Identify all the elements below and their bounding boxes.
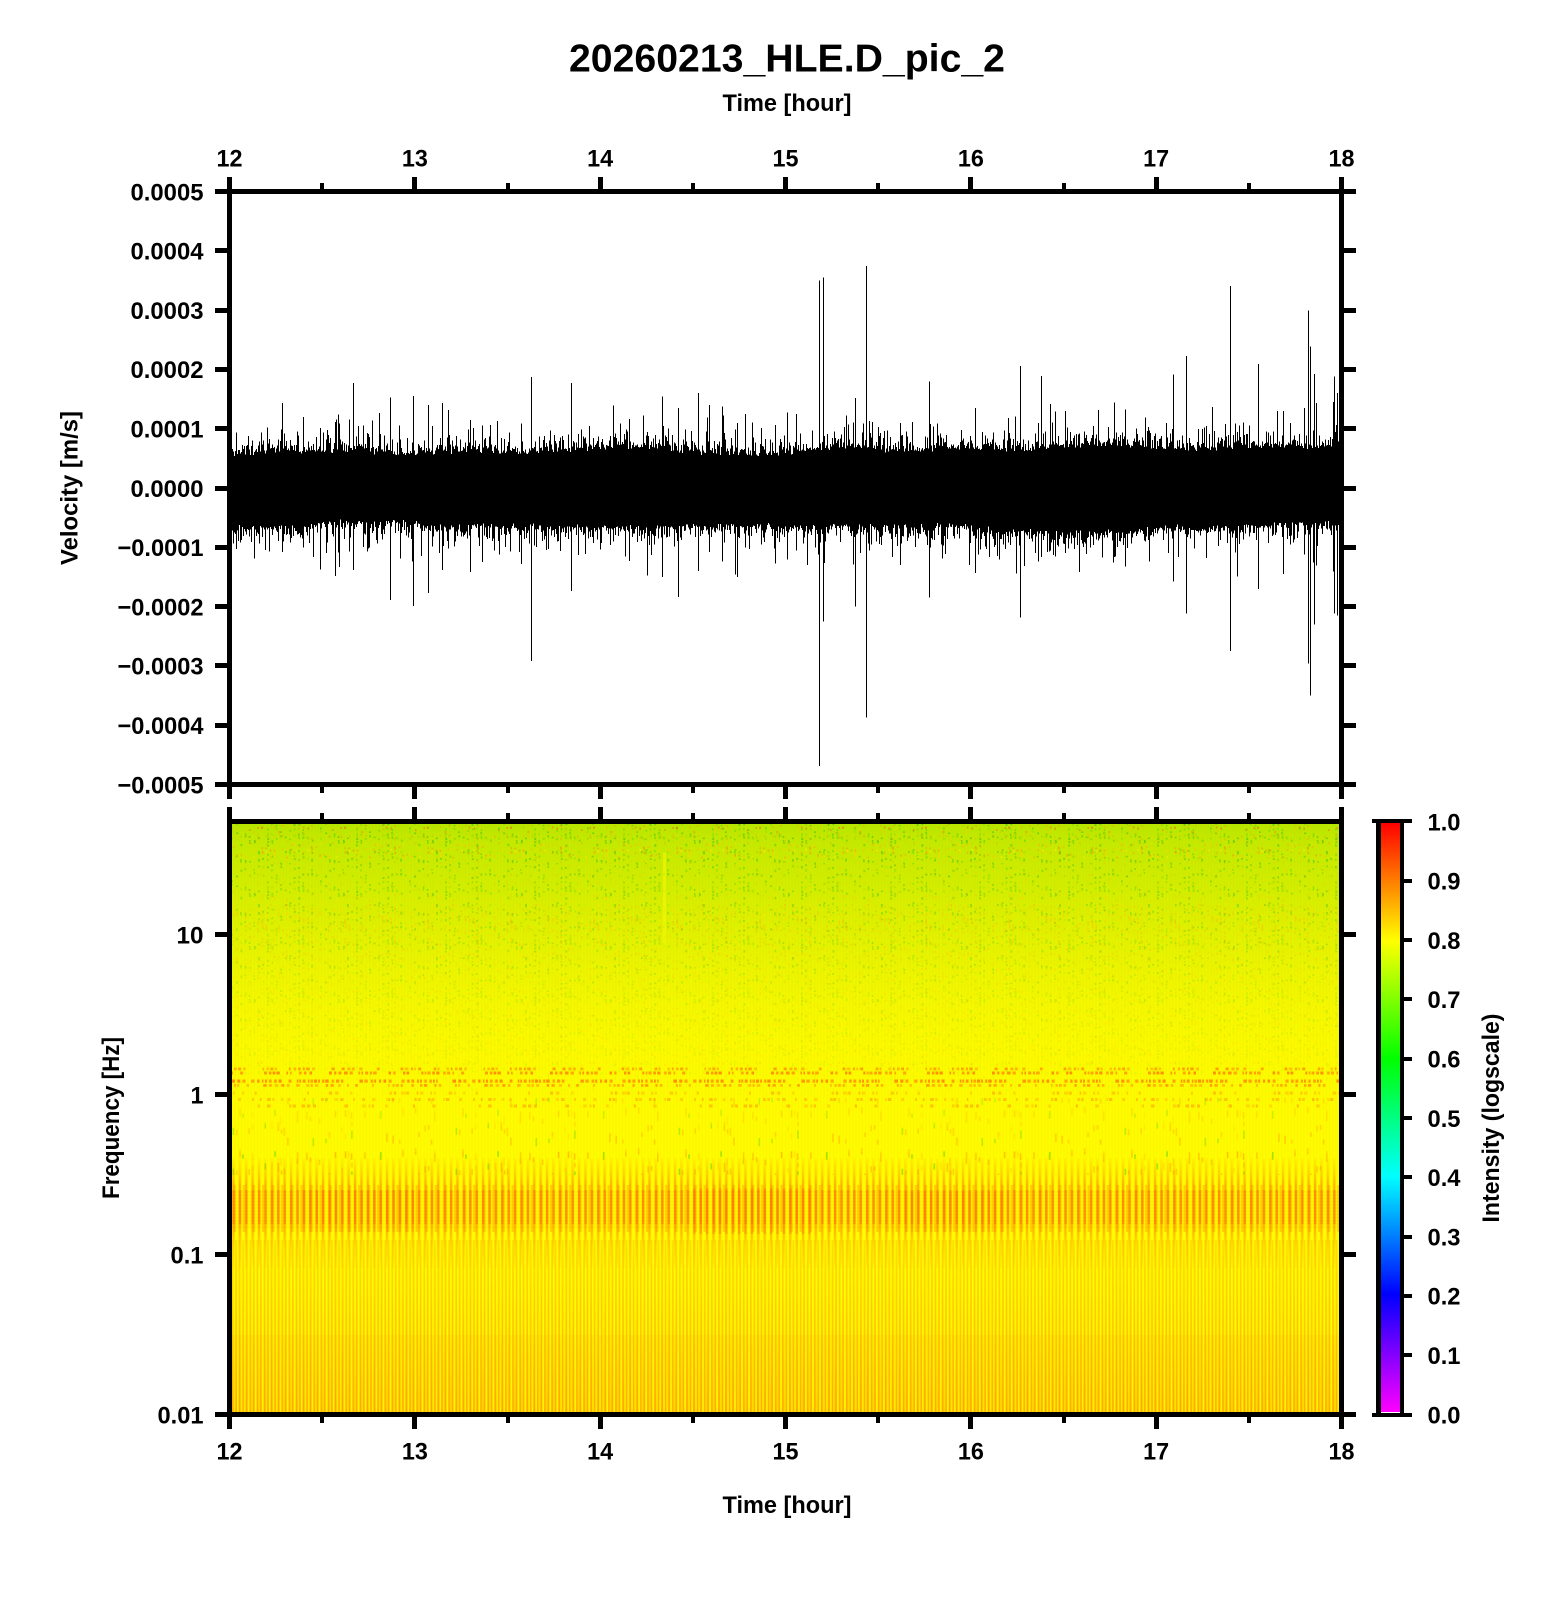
svg-text:13: 13 [402,1439,428,1466]
svg-text:1: 1 [191,1082,204,1109]
svg-text:0.7: 0.7 [1428,987,1461,1014]
svg-text:0.2: 0.2 [1428,1284,1461,1311]
svg-text:Velocity [m/s]: Velocity [m/s] [57,411,84,565]
svg-text:0.0003: 0.0003 [131,298,204,325]
svg-text:0.0002: 0.0002 [131,357,204,384]
svg-text:10: 10 [177,922,204,949]
svg-text:0.4: 0.4 [1428,1165,1461,1192]
svg-text:0.5: 0.5 [1428,1106,1461,1133]
svg-text:12: 12 [217,1439,243,1466]
svg-text:17: 17 [1143,1439,1169,1466]
svg-text:0.1: 0.1 [1428,1343,1461,1370]
svg-text:−0.0004: −0.0004 [118,713,204,740]
svg-text:17: 17 [1143,146,1169,173]
svg-text:0.0004: 0.0004 [131,239,204,266]
svg-text:1.0: 1.0 [1428,809,1461,836]
svg-text:0.0000: 0.0000 [131,476,204,503]
svg-text:0.9: 0.9 [1428,869,1461,896]
svg-text:0.6: 0.6 [1428,1046,1461,1073]
svg-text:14: 14 [587,1439,613,1466]
svg-text:12: 12 [217,146,243,173]
svg-text:0.0: 0.0 [1428,1402,1461,1429]
svg-text:0.8: 0.8 [1428,928,1461,955]
svg-text:15: 15 [773,1439,799,1466]
svg-text:14: 14 [587,146,613,173]
svg-text:−0.0001: −0.0001 [118,535,204,562]
svg-text:0.01: 0.01 [158,1402,204,1429]
svg-text:16: 16 [958,1439,984,1466]
svg-text:Frequency [Hz]: Frequency [Hz] [98,1037,125,1199]
svg-text:Time [hour]: Time [hour] [723,90,852,117]
svg-text:−0.0003: −0.0003 [118,654,204,681]
svg-text:20260213_HLE.D_pic_2: 20260213_HLE.D_pic_2 [569,38,1005,81]
svg-text:Time [hour]: Time [hour] [723,1492,852,1519]
svg-text:−0.0005: −0.0005 [118,772,204,799]
svg-text:0.1: 0.1 [171,1242,204,1269]
svg-text:13: 13 [402,146,428,173]
svg-text:Intensity (logscale): Intensity (logscale) [1478,1014,1505,1223]
svg-text:18: 18 [1329,1439,1355,1466]
svg-text:−0.0002: −0.0002 [118,594,204,621]
svg-text:16: 16 [958,146,984,173]
svg-text:0.3: 0.3 [1428,1224,1461,1251]
svg-text:15: 15 [773,146,799,173]
svg-text:0.0001: 0.0001 [131,416,204,443]
svg-text:18: 18 [1329,146,1355,173]
svg-text:0.0005: 0.0005 [131,179,204,206]
